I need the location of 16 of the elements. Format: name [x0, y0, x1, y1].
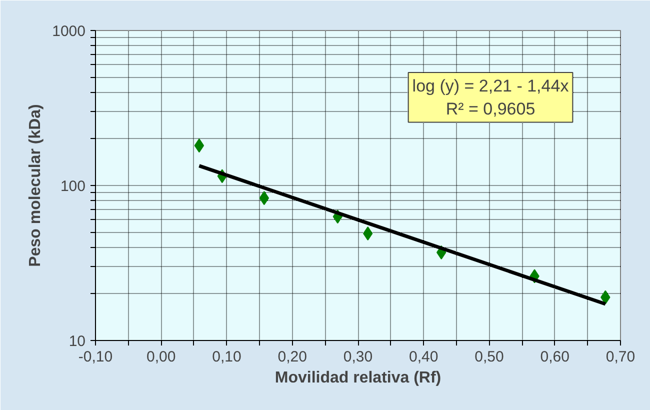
annotation: log (y) = 2,21 - 1,44x R² = 0,9605 — [412, 76, 570, 118]
x-axis-title: Movilidad relativa (Rf) — [274, 370, 442, 386]
x-tick-label: 0,50 — [474, 348, 504, 366]
x-tick-label: 0,40 — [409, 348, 438, 366]
y-tick-label: 100 — [60, 178, 86, 195]
y-axis-title: Peso molecular (kDa) — [27, 104, 44, 267]
y-tick-label: 1000 — [52, 23, 86, 40]
x-tick-label: 0,70 — [606, 348, 636, 366]
x-tick-label: 0,60 — [540, 348, 570, 366]
x-tick-label: 0,00 — [146, 348, 176, 366]
point — [194, 138, 204, 153]
y-tick-label: 10 — [68, 333, 86, 350]
x-tick-label: -0,10 — [78, 348, 113, 366]
x-tick-label: 0,10 — [212, 348, 242, 366]
x-tick-label: 0,30 — [343, 348, 373, 366]
x-tick-label: 0,20 — [278, 348, 307, 366]
